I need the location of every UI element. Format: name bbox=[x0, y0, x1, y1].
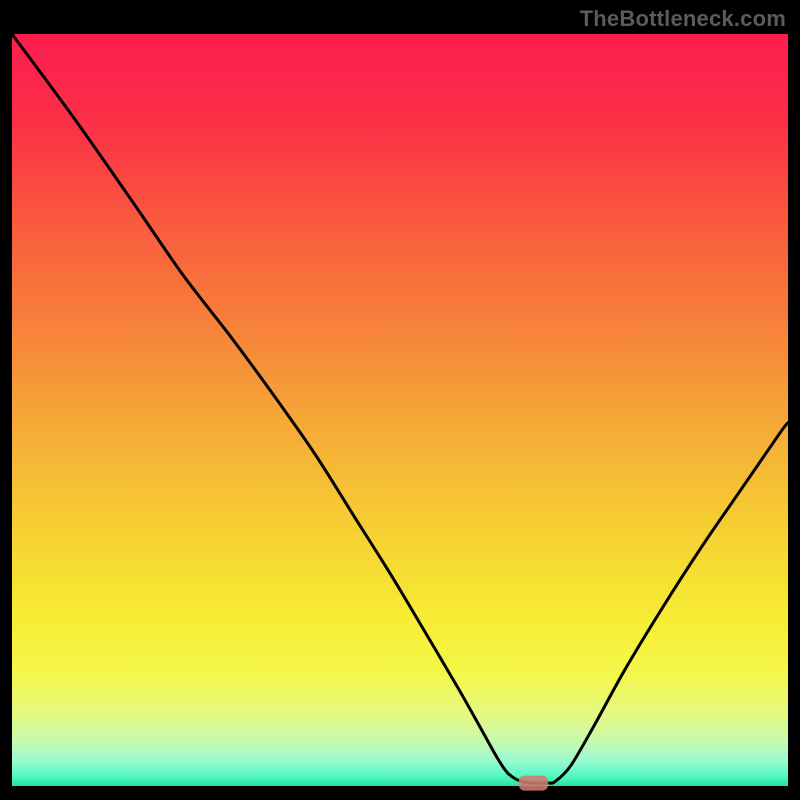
chart-container: { "watermark": "TheBottleneck.com", "cha… bbox=[0, 0, 800, 800]
plot-background bbox=[12, 34, 788, 786]
optimal-marker bbox=[519, 776, 548, 791]
watermark-text: TheBottleneck.com bbox=[580, 6, 786, 32]
bottleneck-chart bbox=[0, 0, 800, 800]
